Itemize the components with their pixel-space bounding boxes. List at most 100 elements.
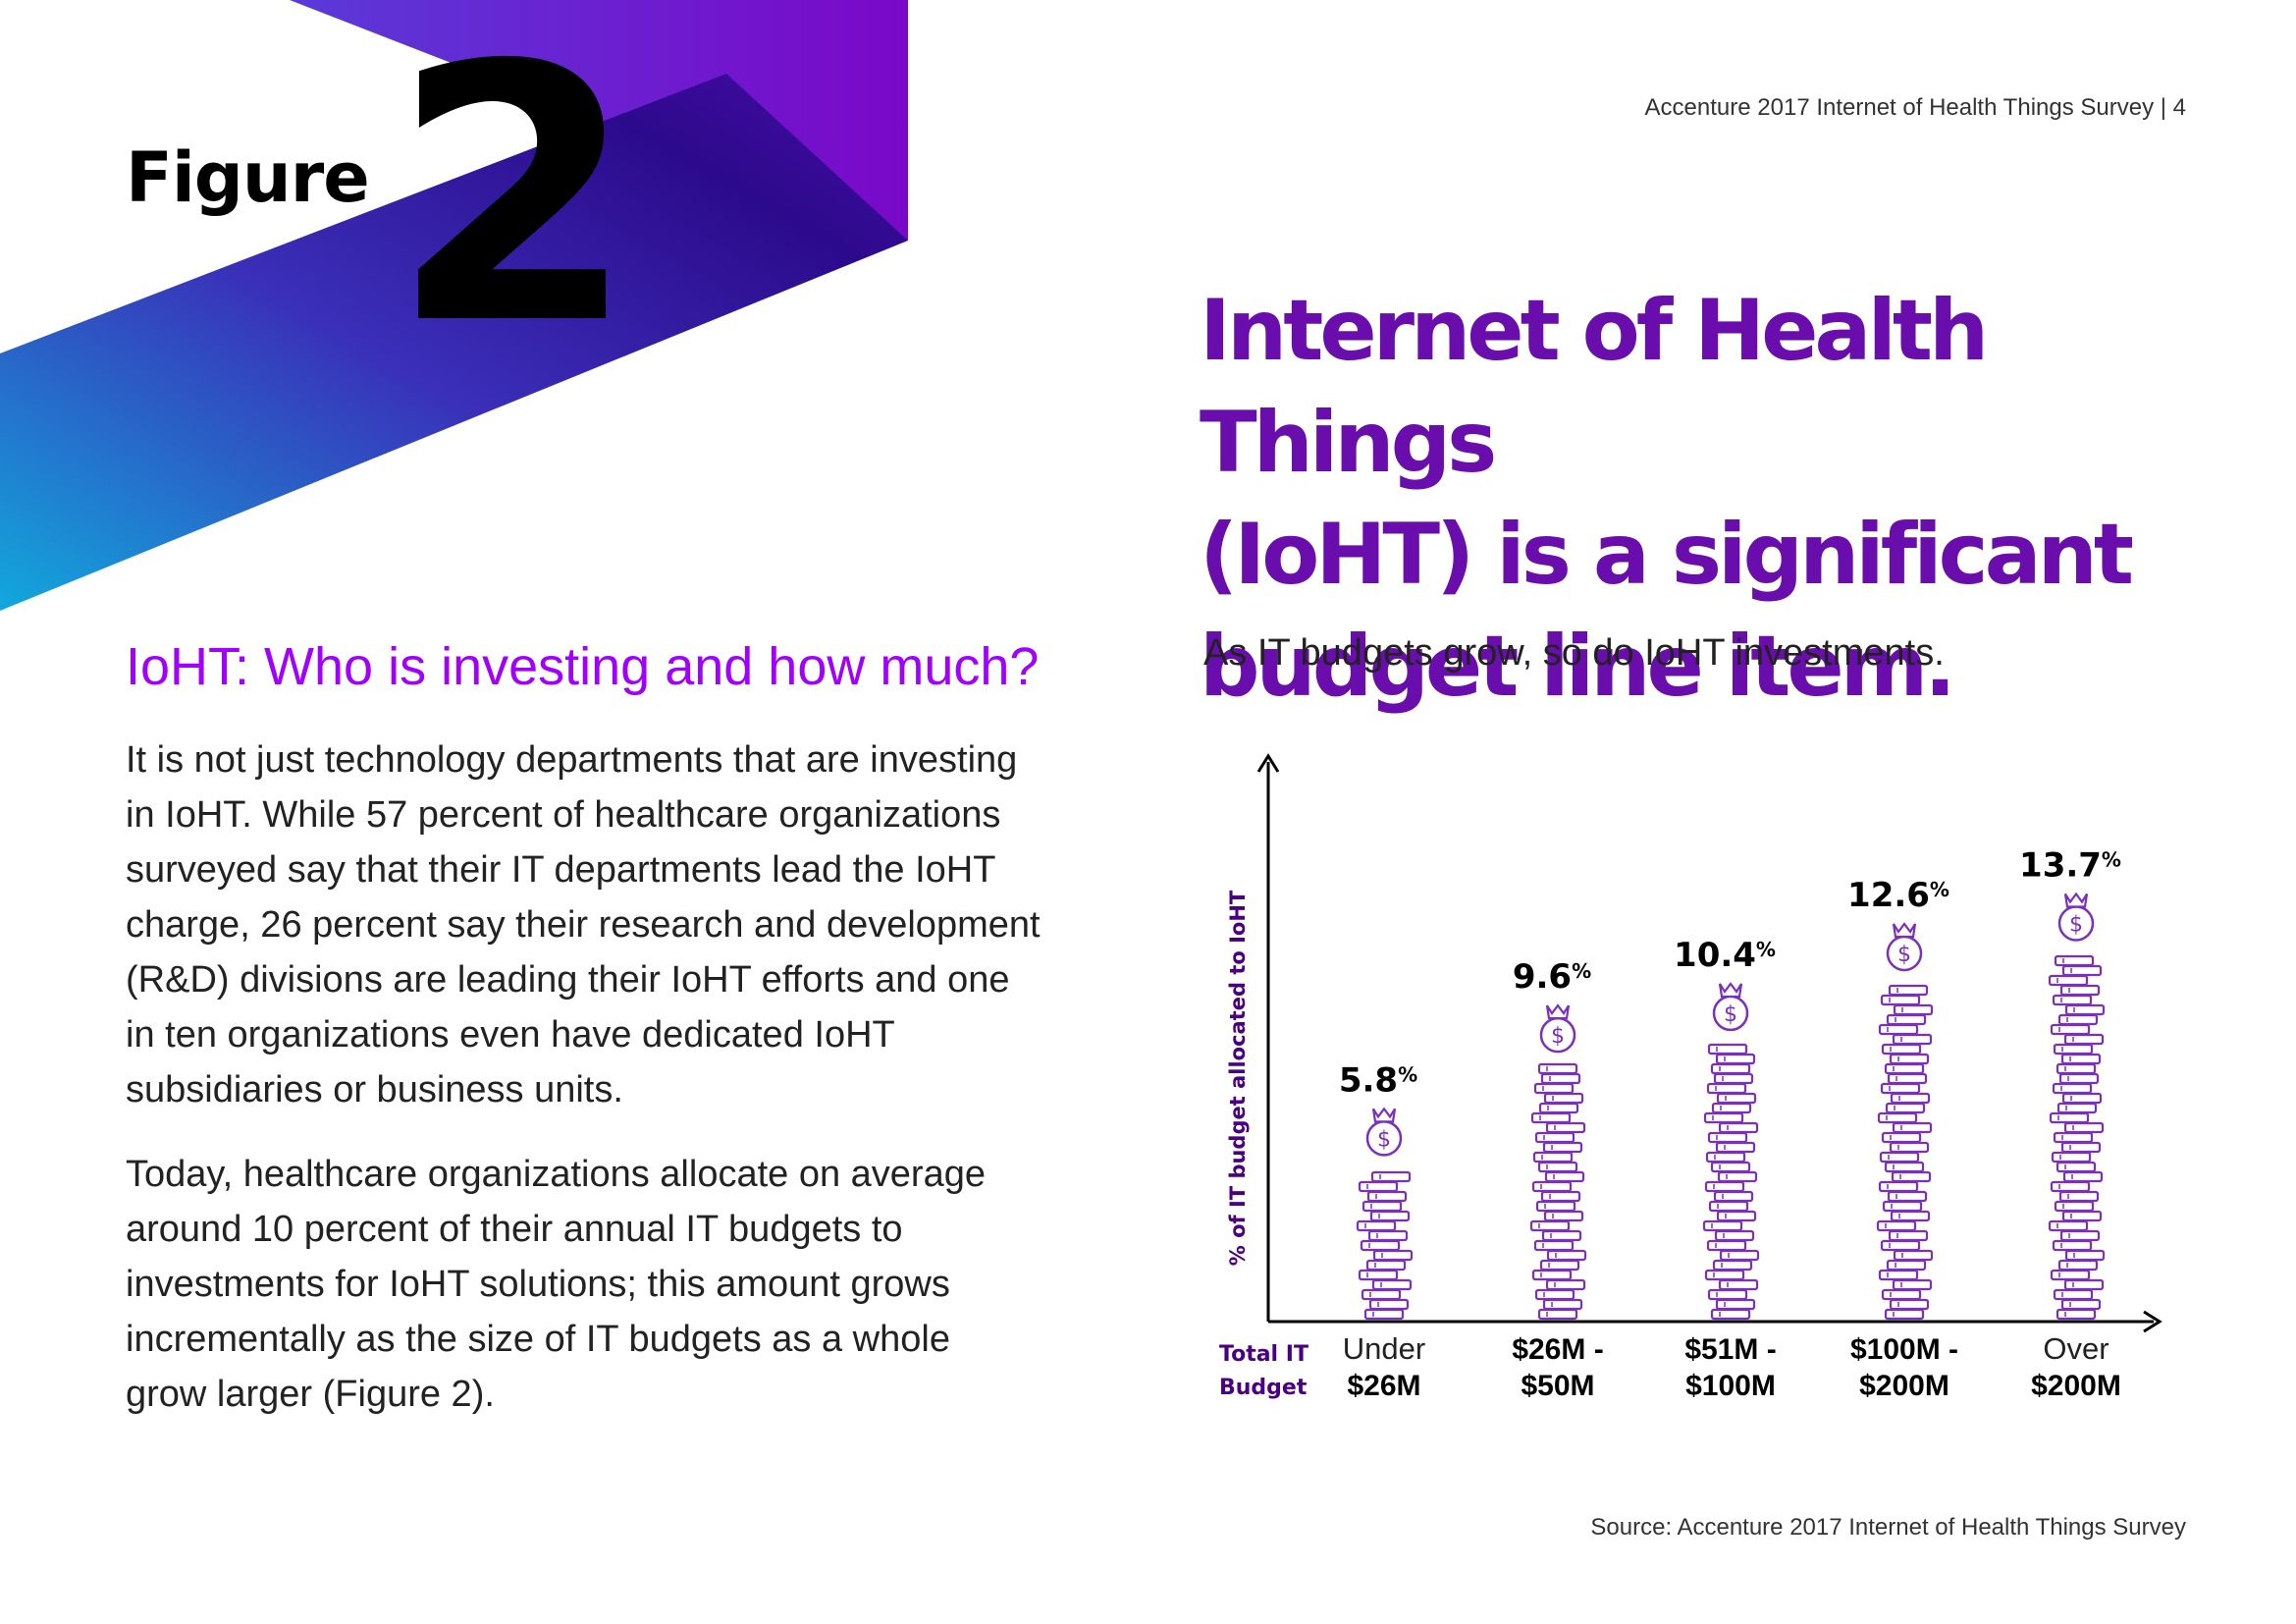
coin (1702, 1219, 1743, 1232)
coin (2049, 1111, 2090, 1124)
coin (1885, 1102, 1926, 1114)
source-note: Source: Accenture 2017 Internet of Healt… (1590, 1514, 2186, 1541)
coin (1712, 1259, 1753, 1272)
x-tick-label: Over (2043, 1331, 2109, 1366)
data-label: 9.6% (1513, 957, 1591, 997)
coin (1529, 1219, 1571, 1232)
coin (1715, 1053, 1756, 1065)
coin (1534, 1131, 1575, 1144)
coin (1530, 1111, 1572, 1124)
data-label-value: 13.7 (2019, 846, 2102, 886)
bag-tie (1718, 982, 1743, 999)
money-bag-icon: $ (1365, 1107, 1403, 1157)
coin (1541, 1229, 1582, 1242)
coin (2063, 1033, 2105, 1046)
coin (1542, 1298, 1583, 1311)
coin (1710, 1308, 1751, 1321)
coin (2048, 1219, 2089, 1232)
page-header: Accenture 2017 Internet of Health Things… (1644, 94, 2186, 121)
coin (2058, 1072, 2100, 1085)
coin (1537, 1062, 1578, 1075)
coin (1714, 1229, 1755, 1242)
coin (1718, 1121, 1759, 1134)
coin (2062, 1170, 2104, 1183)
x-axis-arrow (2143, 1310, 2163, 1333)
title-line: (IoHT) is a significant (1200, 506, 2134, 604)
coin (1717, 1170, 1758, 1183)
x-tick-label: $50M (1521, 1370, 1594, 1402)
coin (2054, 1200, 2095, 1213)
paragraph-line: It is not just technology departments th… (126, 739, 1018, 781)
paragraph-line: (R&D) divisions are leading their IoHT e… (126, 959, 1010, 1001)
data-label-unit: % (2102, 848, 2121, 872)
money-bag-icon: $ (1539, 1003, 1576, 1054)
coin (1545, 1278, 1586, 1291)
coin (1713, 1190, 1754, 1203)
coin (1537, 1308, 1578, 1321)
coin (1713, 1072, 1754, 1085)
coin (1360, 1239, 1401, 1252)
paragraph-line: charge, 26 percent say their research an… (126, 904, 1041, 946)
data-label-value: 12.6 (1847, 876, 1930, 915)
money-bag-icon: $ (2057, 892, 2095, 942)
coin (2057, 1259, 2099, 1272)
coin (1893, 1003, 1934, 1016)
y-axis-label: % of IT budget allocated to IoHT (1226, 890, 1250, 1266)
data-label-unit: % (1756, 938, 1776, 961)
coin (1893, 1249, 1934, 1262)
coin (1539, 1259, 1580, 1272)
bag-tie (1545, 1003, 1571, 1020)
x-tick-label: Under (1343, 1331, 1425, 1366)
paragraph-line: Today, healthcare organizations allocate… (126, 1154, 986, 1195)
coin (1886, 1013, 1927, 1026)
coin (2064, 1003, 2106, 1016)
brand-chevron-graphic (0, 0, 908, 611)
coin (1889, 1053, 1930, 1065)
paragraph-line: incrementally as the size of IT budgets … (126, 1319, 950, 1360)
coin (1545, 1121, 1586, 1134)
coin (1877, 1111, 1918, 1124)
coin (1876, 1219, 1917, 1232)
data-label-value: 5.8 (1339, 1060, 1398, 1100)
main-title: Internet of Health Things (IoHT) is a si… (1200, 275, 2240, 723)
coin (1540, 1072, 1581, 1085)
coin (1884, 1161, 1925, 1173)
coin (2052, 1082, 2093, 1095)
coin (2052, 994, 2093, 1006)
budget-chart: % of IT budget allocated to IoHT Total IT… (1219, 753, 2163, 1402)
coin (2063, 1121, 2105, 1134)
coin (2053, 1043, 2094, 1056)
coin (1711, 1102, 1752, 1114)
bar (1876, 984, 1934, 1321)
coin (1892, 1121, 1933, 1134)
coin (1882, 1200, 1923, 1213)
coin (1710, 1062, 1751, 1075)
x-tick-label: $51M - (1684, 1333, 1776, 1366)
dollar-sign: $ (2069, 913, 2083, 938)
coin (1368, 1298, 1410, 1311)
coin (1532, 1151, 1574, 1164)
figure-number: 2 (390, 0, 637, 402)
coin (2050, 1180, 2091, 1193)
coin (1890, 1092, 1931, 1105)
x-tick-label: $200M (2031, 1370, 2121, 1402)
x-axis-title: Total IT (1219, 1342, 1308, 1367)
coin (1887, 1072, 1928, 1085)
coin (1719, 1249, 1760, 1262)
coin (1546, 1249, 1587, 1262)
coin (1372, 1249, 1414, 1262)
coin (1356, 1219, 1397, 1232)
coin (2064, 1249, 2106, 1262)
coin (1710, 1161, 1751, 1173)
coin (1881, 1131, 1922, 1144)
data-label-unit: % (1930, 878, 1949, 901)
bar (1702, 1043, 1760, 1321)
coin (1543, 1210, 1584, 1222)
coin (2057, 1013, 2099, 1026)
coin (1889, 1141, 1930, 1154)
dollar-sign: $ (1551, 1024, 1565, 1049)
coin (1533, 1082, 1575, 1095)
coin (1880, 1082, 1921, 1095)
coin (2056, 1102, 2098, 1114)
coin (1878, 1269, 1919, 1281)
